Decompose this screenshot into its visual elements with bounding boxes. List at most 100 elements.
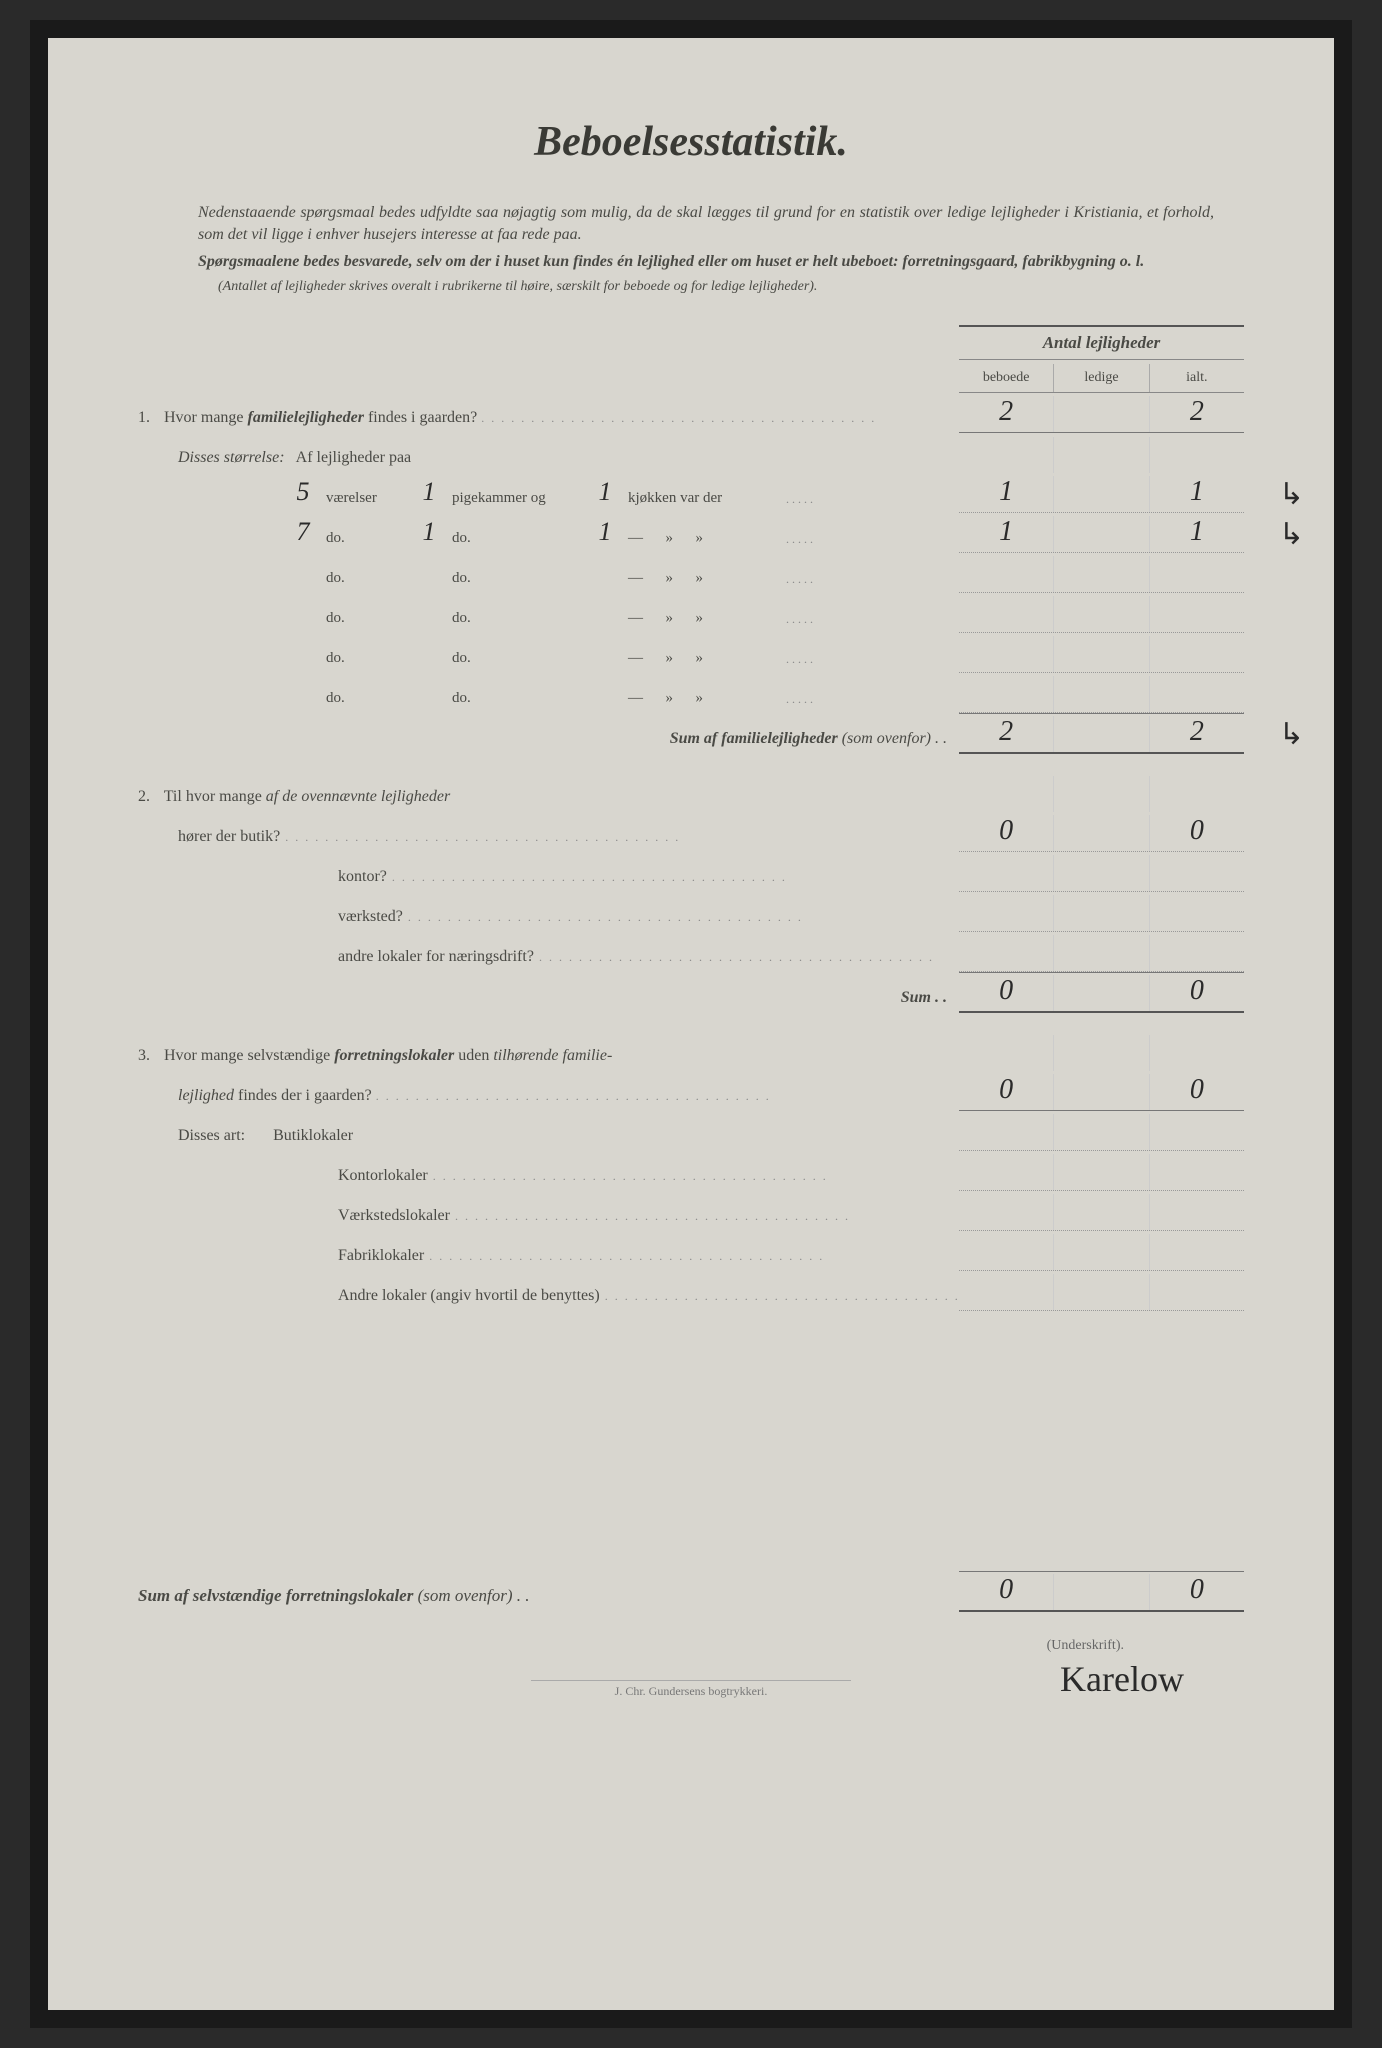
q3-row-label: Fabriklokaler — [138, 1247, 959, 1271]
q1-row-ledige — [1053, 516, 1148, 552]
q1-sum-c: (som ovenfor) . . — [838, 730, 947, 747]
q1-vaerelser-label: do. — [326, 690, 406, 707]
q3-row-label-0: Butiklokaler — [273, 1127, 353, 1144]
q1-row-beboede — [959, 636, 1053, 672]
q1-row-ialt — [1149, 676, 1244, 712]
q2-row-ialt — [1149, 935, 1244, 971]
q2-row: værksted? — [138, 892, 1244, 932]
q2-number: 2. — [138, 788, 160, 806]
q2-row-ledige — [1053, 815, 1148, 851]
q1-row-ialt — [1149, 556, 1244, 592]
q2-row-beboede — [959, 895, 1053, 931]
footer-sum-label: Sum af selvstændige forretningslokaler (… — [138, 1586, 959, 1612]
q1-row-ledige — [1053, 476, 1148, 512]
q3-text-b: forretningslokaler — [334, 1047, 454, 1064]
q2-row-label: hører der butik? — [138, 828, 959, 852]
q1-ialt: 2 — [1149, 396, 1244, 432]
q3-label-line1: 3. Hvor mange selvstændige forretningslo… — [138, 1047, 959, 1071]
footer-sum-a: Sum af selvstændige — [138, 1586, 286, 1605]
q2-text-a: Til hvor mange — [164, 788, 266, 805]
q1-kjokken-label: — » » — [628, 610, 778, 627]
q3-row: Værkstedslokaler — [138, 1191, 1244, 1231]
q1-room-row: do.do.— » ». . . . . — [138, 593, 1244, 633]
q1-row-ledige — [1053, 556, 1148, 592]
q2-sum-label: Sum . . — [138, 989, 959, 1013]
q2-row-label: kontor? — [138, 868, 959, 892]
underskrift-label: (Underskrift). — [138, 1638, 1244, 1654]
q1-number: 1. — [138, 409, 160, 427]
q1-disses: Disses størrelse: Af lejligheder paa — [138, 449, 959, 473]
q3-row-label: Andre lokaler (angiv hvortil de benyttes… — [138, 1287, 959, 1311]
q1-row-beboede — [959, 596, 1053, 632]
q1-row-ialt: 1 — [1149, 516, 1244, 552]
q3-ledige — [1053, 1074, 1148, 1110]
q2-row-ialt: 0 — [1149, 815, 1244, 851]
footer-sum-ialt: 0 — [1149, 1574, 1244, 1610]
q1-ledige — [1053, 396, 1148, 432]
q1-row-margin-mark: ↳ — [1279, 477, 1304, 512]
q3-row-beboede — [959, 1194, 1053, 1230]
q1-vaerelser-value: 5 — [288, 477, 318, 507]
q1-pigekammer-label: pigekammer og — [452, 490, 582, 507]
q1-sum-label: Sum af familielejligheder (som ovenfor) … — [138, 730, 959, 754]
q1-kjokken-label: — » » — [628, 650, 778, 667]
antallet-note: (Antallet af lejligheder skrives overalt… — [218, 279, 1214, 295]
q3-row: Andre lokaler (angiv hvortil de benyttes… — [138, 1271, 1244, 1311]
q1-vaerelser-value: 7 — [288, 517, 318, 547]
q3-text-a: Hvor mange selvstændige — [164, 1047, 334, 1064]
q2-row-ledige — [1053, 935, 1148, 971]
q1-room-row: do.do.— » ». . . . . — [138, 633, 1244, 673]
q1-beboede: 2 — [959, 396, 1053, 432]
q1-label: 1. Hvor mange familielejligheder findes … — [138, 409, 959, 433]
q1-row-beboede — [959, 676, 1053, 712]
q3-row-label: Værkstedslokaler — [138, 1207, 959, 1231]
q3-row-ialt — [1149, 1274, 1244, 1310]
q1-sum-ialt: 2 — [1149, 716, 1244, 752]
q1-pigekammer-value: 1 — [414, 477, 444, 507]
q1-row-beboede: 1 — [959, 476, 1053, 512]
footer-sum-c: (som ovenfor) . . — [413, 1586, 529, 1605]
q3-number: 3. — [138, 1047, 160, 1065]
q3-row: Kontorlokaler — [138, 1151, 1244, 1191]
q3-row: Fabriklokaler — [138, 1231, 1244, 1271]
q2-label: 2. Til hvor mange af de ovennævnte lejli… — [138, 788, 959, 812]
q1-sum-a: Sum af — [670, 730, 722, 747]
q3-row-label: Kontorlokaler — [138, 1167, 959, 1191]
q1-disses-label: Disses størrelse: — [178, 449, 285, 466]
q1-sum-beboede: 2 — [959, 716, 1053, 752]
printer-credit: J. Chr. Gundersens bogtrykkeri. — [531, 1680, 851, 1699]
q1-af-label: Af lejligheder paa — [296, 449, 412, 466]
q1-vaerelser-label: do. — [326, 650, 406, 667]
q2-sum-beboede: 0 — [959, 975, 1053, 1011]
col-beboede: beboede — [959, 364, 1053, 392]
q1-sum-ledige — [1053, 716, 1148, 752]
footer-sum-beboede: 0 — [959, 1574, 1053, 1610]
q2-sum-ledige — [1053, 975, 1148, 1011]
q1-vaerelser-label: do. — [326, 570, 406, 587]
q2-sum-ialt: 0 — [1149, 975, 1244, 1011]
q1-room-row: 5værelser1pigekammer og1kjøkken var der.… — [138, 473, 1244, 513]
q1-row-ledige — [1053, 676, 1148, 712]
intro-paragraph-2: Spørgsmaalene bedes besvarede, selv om d… — [198, 251, 1214, 273]
footer-sum-ledige — [1053, 1574, 1148, 1610]
q3-row-ialt — [1149, 1194, 1244, 1230]
q1-row-beboede — [959, 556, 1053, 592]
q1-pigekammer-label: do. — [452, 650, 582, 667]
q1-vaerelser-label: do. — [326, 530, 406, 547]
q3-disses: Disses art: Butiklokaler — [138, 1127, 959, 1151]
q2-row-ledige — [1053, 855, 1148, 891]
q1-kjokken-label: — » » — [628, 530, 778, 547]
q1-sum-margin-mark: ↳ — [1279, 717, 1304, 752]
q3-row-ialt — [1149, 1234, 1244, 1270]
q1-text-c: findes i gaarden? — [364, 409, 477, 426]
q3-row-beboede — [959, 1234, 1053, 1270]
page-title: Beboelsesstatistik. — [138, 118, 1244, 166]
intro1-text: Nedenstaaende spørgsmaal bedes udfyldte … — [198, 204, 1214, 243]
q1-kjokken-value: 1 — [590, 477, 620, 507]
q1-row-ledige — [1053, 636, 1148, 672]
q3-line2-a: lejlighed — [178, 1087, 234, 1104]
q1-pigekammer-value: 1 — [414, 517, 444, 547]
q1-pigekammer-label: do. — [452, 610, 582, 627]
q1-sum-b: familielejligheder — [721, 730, 837, 747]
q1-room-row: do.do.— » ». . . . . — [138, 673, 1244, 713]
